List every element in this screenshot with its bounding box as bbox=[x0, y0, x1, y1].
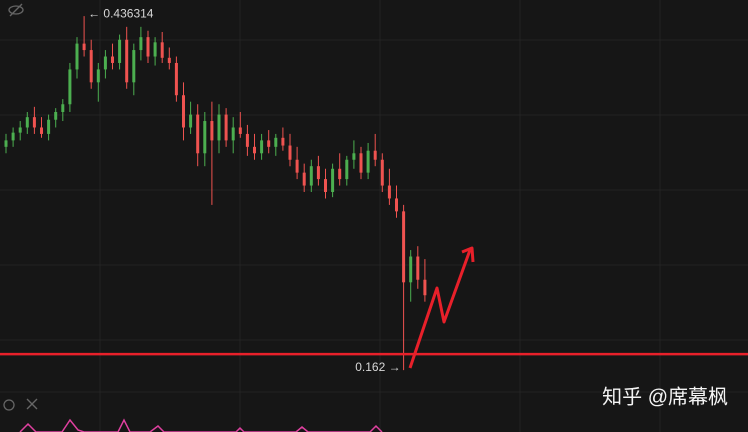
candle-body bbox=[32, 117, 36, 128]
price-annotation: 0.162 → bbox=[355, 360, 400, 374]
candle-body bbox=[274, 137, 278, 147]
candle-body bbox=[281, 137, 285, 146]
watermark: 知乎 @席幕枫 bbox=[602, 385, 728, 408]
candle-body bbox=[146, 37, 150, 57]
candle-body bbox=[11, 132, 15, 141]
candle-body bbox=[352, 153, 356, 160]
indicator-pane bbox=[19, 418, 383, 432]
candle-body bbox=[366, 150, 370, 173]
candle-body bbox=[203, 121, 207, 154]
candle-body bbox=[416, 256, 420, 280]
close-icon bbox=[26, 398, 38, 410]
candle-body bbox=[345, 159, 349, 180]
candle-body bbox=[359, 153, 363, 173]
candle-body bbox=[373, 150, 377, 160]
candle-body bbox=[54, 112, 58, 120]
candle-body bbox=[210, 121, 214, 141]
candle-body bbox=[331, 168, 335, 192]
candle-body bbox=[409, 256, 413, 283]
eye-icon[interactable] bbox=[8, 5, 24, 15]
candle-body bbox=[25, 117, 29, 128]
settings-icon[interactable] bbox=[3, 399, 15, 411]
candle-body bbox=[40, 127, 43, 134]
candle-body bbox=[395, 198, 398, 212]
arrow-head bbox=[461, 246, 475, 263]
candle-body bbox=[253, 146, 256, 154]
candle-body bbox=[153, 42, 157, 57]
indicator-line bbox=[19, 418, 383, 432]
candle-body bbox=[18, 127, 22, 133]
candle-body bbox=[402, 211, 406, 283]
candle-body bbox=[125, 39, 129, 83]
candle-body bbox=[380, 159, 384, 186]
candle-body bbox=[103, 56, 107, 70]
candle-body bbox=[75, 43, 79, 70]
candle-body bbox=[231, 127, 235, 141]
candle-body bbox=[324, 179, 327, 192]
candle-body bbox=[260, 140, 264, 154]
candle-body bbox=[224, 114, 228, 141]
eye-slash bbox=[9, 3, 23, 17]
candle-body bbox=[182, 95, 185, 128]
candle-body bbox=[160, 42, 164, 58]
candle-body bbox=[423, 279, 427, 296]
candle-body bbox=[302, 172, 306, 186]
candle-body bbox=[217, 114, 221, 141]
candle-body bbox=[189, 114, 193, 128]
candle-body bbox=[267, 140, 271, 147]
candle-body bbox=[61, 104, 65, 112]
candle-body bbox=[316, 166, 320, 180]
candle-body bbox=[174, 62, 178, 96]
candle-body bbox=[387, 185, 391, 199]
candle-body bbox=[309, 166, 313, 186]
candle-body bbox=[47, 119, 51, 134]
candle-body bbox=[118, 39, 122, 63]
candle-body bbox=[167, 57, 171, 63]
candle-body bbox=[338, 168, 342, 180]
candle-body bbox=[96, 69, 100, 83]
candle-body bbox=[89, 50, 93, 83]
candle-body bbox=[82, 43, 86, 51]
icons bbox=[3, 3, 38, 411]
drawn-arrow bbox=[408, 249, 472, 369]
candle-body bbox=[4, 140, 8, 147]
candle-body bbox=[245, 133, 249, 147]
candle-body bbox=[196, 114, 200, 154]
candle-body bbox=[288, 145, 292, 160]
candles bbox=[4, 16, 427, 371]
candle-body bbox=[132, 50, 136, 83]
candle-body bbox=[238, 127, 242, 134]
price-annotation: ← 0.436314 bbox=[88, 6, 154, 20]
candle-body bbox=[139, 37, 143, 51]
candle-body bbox=[111, 56, 114, 63]
candle-body bbox=[68, 69, 72, 105]
candle-body bbox=[295, 159, 299, 173]
